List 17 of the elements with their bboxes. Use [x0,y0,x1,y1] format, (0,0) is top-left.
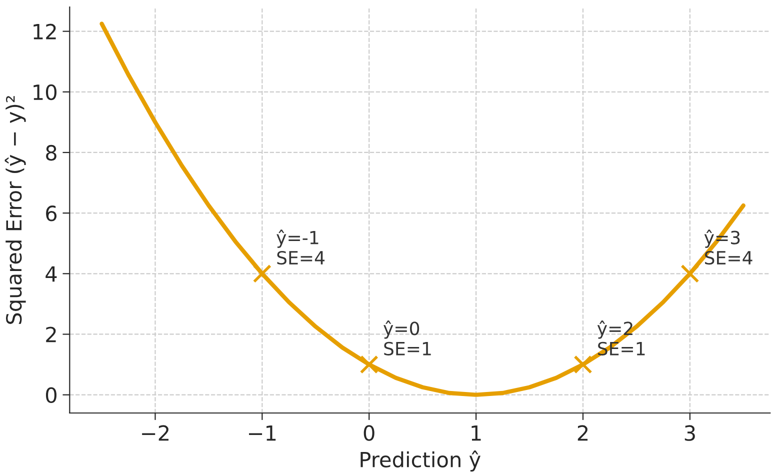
x-tick-label: 0 [364,425,374,441]
x-tick-label: 3 [684,425,695,441]
y-tick-label: 6 [46,206,57,222]
y-tick-label: 4 [46,266,57,282]
y-tick-label: 0 [46,387,56,404]
x-axis-title: Prediction ŷ [360,450,480,472]
y-tick-label: 10 [34,84,56,100]
x-tick-label: 1 [472,425,481,441]
annotation: ŷ=-1 SE=4 [276,230,325,265]
y-tick-label: 12 [34,24,56,40]
annotation: ŷ=0 SE=1 [384,320,431,356]
y-tick-label: 8 [46,144,56,161]
y-axis-title: Squared Error (ŷ − y)² [4,96,26,324]
x-tick-label: −2 [142,425,168,441]
x-tick-label: 2 [578,425,588,441]
y-tick-label: 2 [46,326,56,342]
x-tick-label: −1 [249,425,276,441]
